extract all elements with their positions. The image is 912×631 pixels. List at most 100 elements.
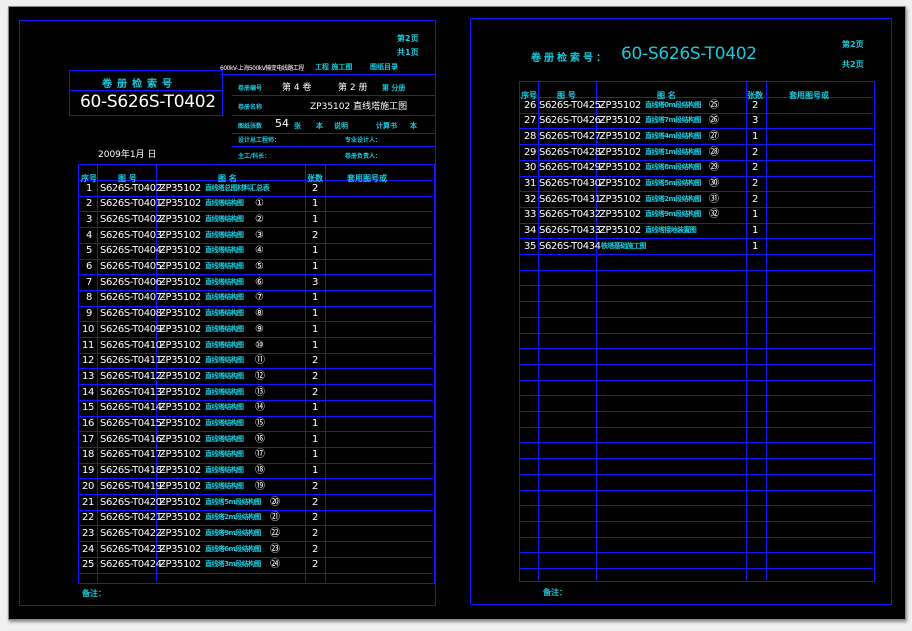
row-drawing-number: ZP35102 — [599, 178, 641, 189]
row-drawing-name: 直线塔接地装置图 — [645, 226, 697, 235]
row-drawing-number: ZP35102 — [159, 339, 201, 351]
row-drawing-name: 直线塔结构图 — [205, 387, 244, 396]
row-part-marker: ㉙ — [709, 162, 719, 174]
row-drawing-name: 直线塔0m段结构图 — [645, 100, 701, 109]
row-part-marker: ⑮ — [255, 418, 265, 429]
row-drawing-name: 直线塔9m段结构图 — [645, 210, 701, 219]
row-quantity: 2 — [752, 162, 758, 174]
row-drawing-name: 直线塔5m段结构图 — [205, 497, 261, 506]
row-seq: 31 — [524, 178, 536, 189]
row-seq: 29 — [524, 146, 536, 158]
row-drawing-number: ZP35102 — [599, 209, 641, 221]
desc-label: 说明 — [334, 122, 348, 130]
row-quantity: 2 — [312, 370, 318, 382]
row-quantity: 1 — [312, 245, 318, 257]
row-seq: 8 — [86, 292, 92, 304]
row-seq: 18 — [82, 449, 94, 461]
row-drawing-number: ZP35102 — [159, 418, 201, 429]
row-quantity: 1 — [312, 402, 318, 414]
row-part-marker: ㉖ — [709, 115, 719, 127]
row-part-marker: ⑯ — [255, 433, 265, 445]
row-quantity: 2 — [752, 146, 758, 158]
sheet-count-unit: 张 — [294, 122, 301, 130]
row-drawing-name: 直线塔4m段结构图 — [645, 131, 701, 140]
row-part-marker: ⑩ — [255, 339, 264, 351]
row-drawing-code: S626S-T0410- — [100, 339, 165, 351]
calc-unit: 本 — [410, 122, 417, 130]
row-seq: 23 — [82, 527, 94, 539]
stage-label: 工程 施工图 — [315, 63, 353, 71]
row-quantity: 2 — [312, 559, 318, 571]
row-quantity: 1 — [312, 465, 318, 477]
row-seq: 34 — [524, 225, 536, 237]
row-part-marker: ㉚ — [709, 178, 719, 189]
row-part-marker: ⑧ — [255, 308, 264, 320]
left-col-name-header: 图 名 — [218, 174, 237, 183]
row-drawing-name: 直线塔结构图 — [205, 450, 244, 459]
volume-name-value: ZP35102 直线塔施工图 — [310, 102, 408, 112]
row-drawing-name: 直线塔9m段结构图 — [205, 528, 261, 537]
row-drawing-name: 铁塔基础施工图 — [601, 241, 646, 250]
row-drawing-code: S626S-T0412- — [100, 370, 165, 382]
row-drawing-name: 直线塔结构图 — [205, 277, 244, 286]
row-drawing-name: 直线塔结构图 — [205, 309, 244, 318]
volume-number: 第 2 册 — [338, 83, 368, 93]
row-quantity: 1 — [312, 198, 318, 210]
volume-name-label: 卷册名称 — [238, 104, 263, 111]
row-part-marker: ⑨ — [255, 323, 264, 335]
row-quantity: 1 — [752, 240, 758, 252]
volume-responsible-label: 卷册负责人： — [345, 153, 382, 160]
row-part-marker: ⑪ — [255, 355, 265, 367]
row-seq: 33 — [524, 209, 536, 221]
row-drawing-code: S626S-T0408- — [100, 308, 165, 320]
row-drawing-code: S626S-T0432- — [539, 209, 604, 221]
right-col-qty-header: 张数 — [747, 91, 763, 100]
catalog-label: 图纸目录 — [370, 63, 398, 71]
row-seq: 32 — [524, 193, 536, 205]
row-drawing-number: ZP35102 — [159, 323, 201, 335]
row-drawing-number: ZP35102 — [159, 213, 201, 225]
row-part-marker: ㉓ — [270, 543, 280, 555]
row-drawing-number: ZP35102 — [159, 559, 201, 571]
row-drawing-name: 直线塔6m段结构图 — [205, 544, 261, 553]
row-seq: 16 — [82, 418, 94, 429]
row-drawing-code: S626S-T0416- — [100, 433, 165, 445]
row-part-marker: ⑰ — [255, 449, 265, 461]
row-drawing-name: 直线塔5m段结构图 — [645, 179, 701, 187]
row-quantity: 1 — [312, 449, 318, 461]
row-drawing-name: 直线塔结构图 — [205, 419, 244, 427]
design-chief-label: 设计总工程师： — [238, 137, 281, 144]
row-drawing-code: S626S-T0406- — [100, 276, 165, 288]
row-quantity: 1 — [312, 213, 318, 225]
row-drawing-number: ZP35102 — [159, 449, 201, 461]
right-retrieval-code: 60-S626S-T0402 — [621, 44, 757, 64]
right-remarks: 备注： — [543, 588, 567, 597]
row-quantity: 1 — [312, 308, 318, 320]
row-drawing-name: 直线塔结构图 — [205, 262, 244, 270]
row-drawing-name: 直线塔结构图 — [205, 293, 244, 302]
row-quantity: 2 — [312, 496, 318, 508]
row-drawing-code: S626S-T0421- — [100, 512, 165, 524]
row-seq: 17 — [82, 433, 94, 445]
row-drawing-number: ZP35102 — [599, 115, 641, 127]
row-drawing-number: ZP35102 — [159, 512, 201, 524]
row-drawing-number: ZP35102 — [599, 225, 641, 237]
row-drawing-code: S626S-T0425- — [539, 99, 604, 111]
row-quantity: 2 — [312, 543, 318, 555]
row-quantity: 1 — [312, 433, 318, 445]
row-quantity: 2 — [752, 99, 758, 111]
row-drawing-number: ZP35102 — [159, 355, 201, 367]
row-quantity: 1 — [312, 323, 318, 335]
row-part-marker: ㉛ — [709, 193, 719, 205]
row-drawing-number: ZP35102 — [159, 433, 201, 445]
row-drawing-name: 直线塔结构图 — [205, 434, 244, 443]
row-drawing-code: S626S-T0433- — [539, 225, 604, 237]
row-drawing-name: 直线塔结构图 — [205, 246, 244, 255]
row-drawing-number: ZP35102 — [599, 130, 641, 142]
row-part-marker: ② — [255, 213, 264, 225]
row-quantity: 2 — [312, 182, 318, 194]
right-col-code-header: 图 号 — [557, 91, 576, 100]
row-drawing-code: S626S-T0414- — [100, 402, 165, 414]
row-drawing-number: ZP35102 — [159, 182, 201, 194]
row-drawing-code: S626S-T0411- — [100, 355, 165, 367]
